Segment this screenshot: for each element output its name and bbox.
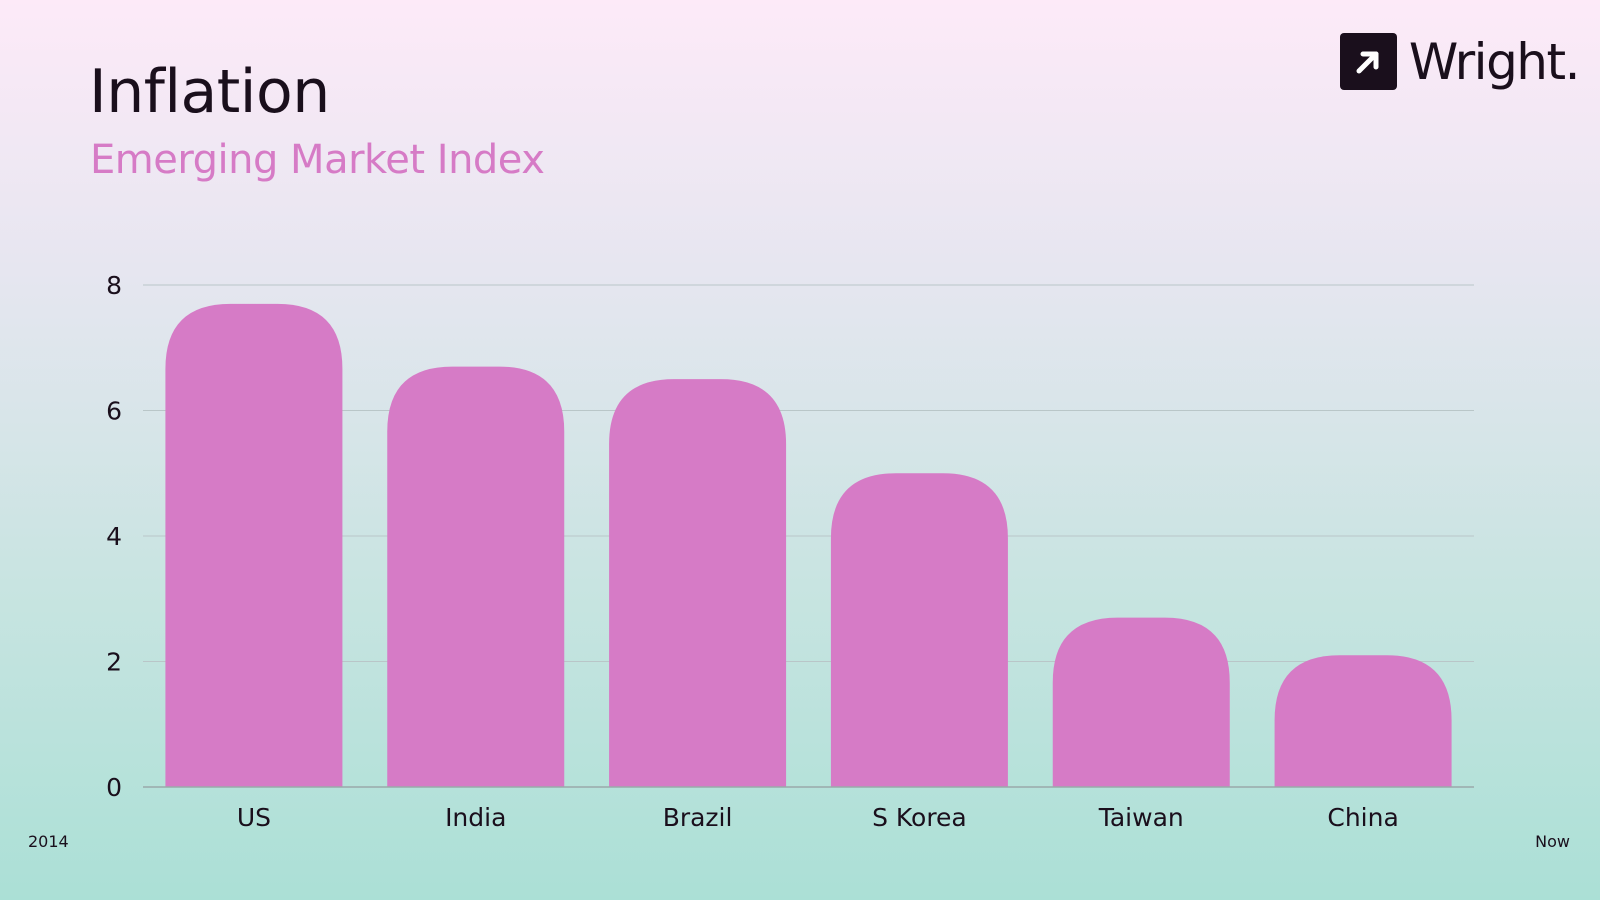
x-category-label: US [237, 803, 271, 832]
bar-brazil [609, 379, 787, 787]
y-tick-label: 6 [106, 397, 122, 426]
y-tick-label: 4 [106, 522, 122, 551]
bar-s-korea [830, 473, 1008, 787]
bar-us [165, 303, 343, 787]
bar-china [1274, 655, 1452, 787]
x-category-label: China [1327, 803, 1398, 832]
y-tick-label: 0 [106, 773, 122, 802]
page-subtitle: Emerging Market Index [90, 137, 545, 183]
y-tick-label: 8 [106, 271, 122, 300]
y-tick-label: 2 [106, 648, 122, 677]
brand-logo: Wright. [1339, 32, 1581, 91]
x-category-label: India [445, 803, 506, 832]
period-start-label: 2014 [28, 832, 69, 851]
x-category-label: Brazil [663, 803, 733, 832]
arrow-up-right-icon [1339, 33, 1397, 90]
x-category-label: Taiwan [1098, 803, 1184, 832]
bar-taiwan [1052, 617, 1230, 787]
page-title: Inflation [89, 57, 330, 127]
x-category-label: S Korea [872, 803, 967, 832]
brand-name: Wright. [1408, 32, 1581, 91]
bar-india [387, 366, 565, 787]
period-end-label: Now [1535, 832, 1570, 851]
